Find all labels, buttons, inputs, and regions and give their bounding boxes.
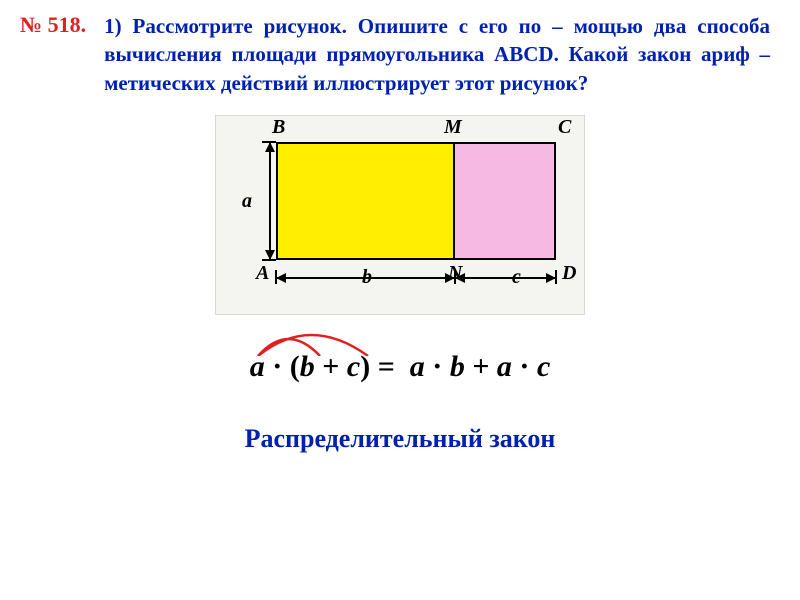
rect-yellow — [278, 144, 455, 258]
problem-number: № 518. — [20, 12, 86, 38]
label-D: D — [562, 262, 576, 285]
dim-c — [455, 272, 556, 284]
f-a2: a — [410, 350, 425, 383]
rect-pink — [455, 144, 554, 258]
label-M: M — [444, 116, 462, 139]
conclusion-text: Распределительный закон — [0, 424, 800, 454]
rectangle-abcd — [276, 142, 556, 260]
dim-b — [276, 272, 455, 284]
f-plus2: + — [472, 350, 489, 383]
label-C: C — [558, 116, 571, 139]
dim-a — [264, 142, 276, 260]
problem-text: 1) Рассмотрите рисунок. Опишите с его по… — [104, 12, 770, 97]
formula-container: a · (b + c) = a · b + a · c — [0, 350, 800, 384]
diagram: B M C A N D a b c — [215, 115, 585, 315]
f-a3: a — [497, 350, 512, 383]
f-dot2: · — [432, 350, 442, 383]
label-B: B — [272, 116, 285, 139]
label-a: a — [242, 190, 252, 213]
f-c2: c — [537, 350, 550, 383]
formula-arcs — [250, 326, 400, 356]
diagram-container: B M C A N D a b c — [0, 115, 800, 315]
label-A: A — [256, 262, 269, 285]
f-b2: b — [450, 350, 465, 383]
f-dot3: · — [519, 350, 529, 383]
distributive-formula: a · (b + c) = a · b + a · c — [250, 350, 551, 384]
